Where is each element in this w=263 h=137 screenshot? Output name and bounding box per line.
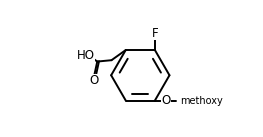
Text: F: F	[151, 27, 158, 40]
Text: methoxy: methoxy	[180, 95, 223, 105]
Text: O: O	[161, 94, 171, 107]
Text: HO: HO	[77, 48, 95, 62]
Text: O: O	[89, 74, 98, 87]
